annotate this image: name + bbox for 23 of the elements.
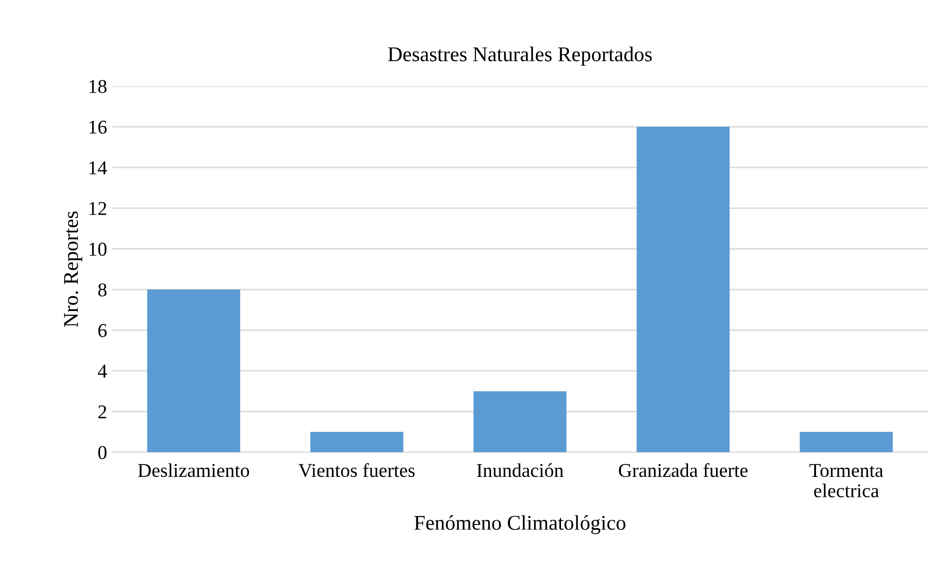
y-tick-label: 4 xyxy=(98,364,107,378)
y-tick-label: 6 xyxy=(98,324,107,338)
y-tick-label: 14 xyxy=(90,161,107,174)
bar xyxy=(800,432,893,452)
y-tick-label: 12 xyxy=(90,202,106,215)
bar xyxy=(473,391,566,452)
x-tick-label: Vientos fuertes xyxy=(298,463,415,478)
y-tick-label: 18 xyxy=(90,80,106,94)
chart-title: Desastres Naturales Reportados xyxy=(388,46,652,66)
y-axis-title: Nro. Reportes xyxy=(64,211,82,328)
y-tick-label: 8 xyxy=(98,283,106,296)
x-tick-label: Inundación xyxy=(476,463,564,478)
x-tick-label: Deslizamiento xyxy=(138,463,250,478)
y-tick-label: 0 xyxy=(98,446,106,460)
y-tick-label: 10 xyxy=(90,242,106,256)
x-axis-title: Fenómeno Climatológico xyxy=(414,515,626,534)
bar xyxy=(147,290,240,452)
y-tick-label: 16 xyxy=(90,120,107,134)
x-tick-label: Tormenta electrica xyxy=(810,464,884,498)
bar xyxy=(636,126,730,452)
bar xyxy=(310,432,404,452)
x-tick-label: Granizada fuerte xyxy=(618,463,748,478)
y-tick-label: 2 xyxy=(98,405,106,418)
